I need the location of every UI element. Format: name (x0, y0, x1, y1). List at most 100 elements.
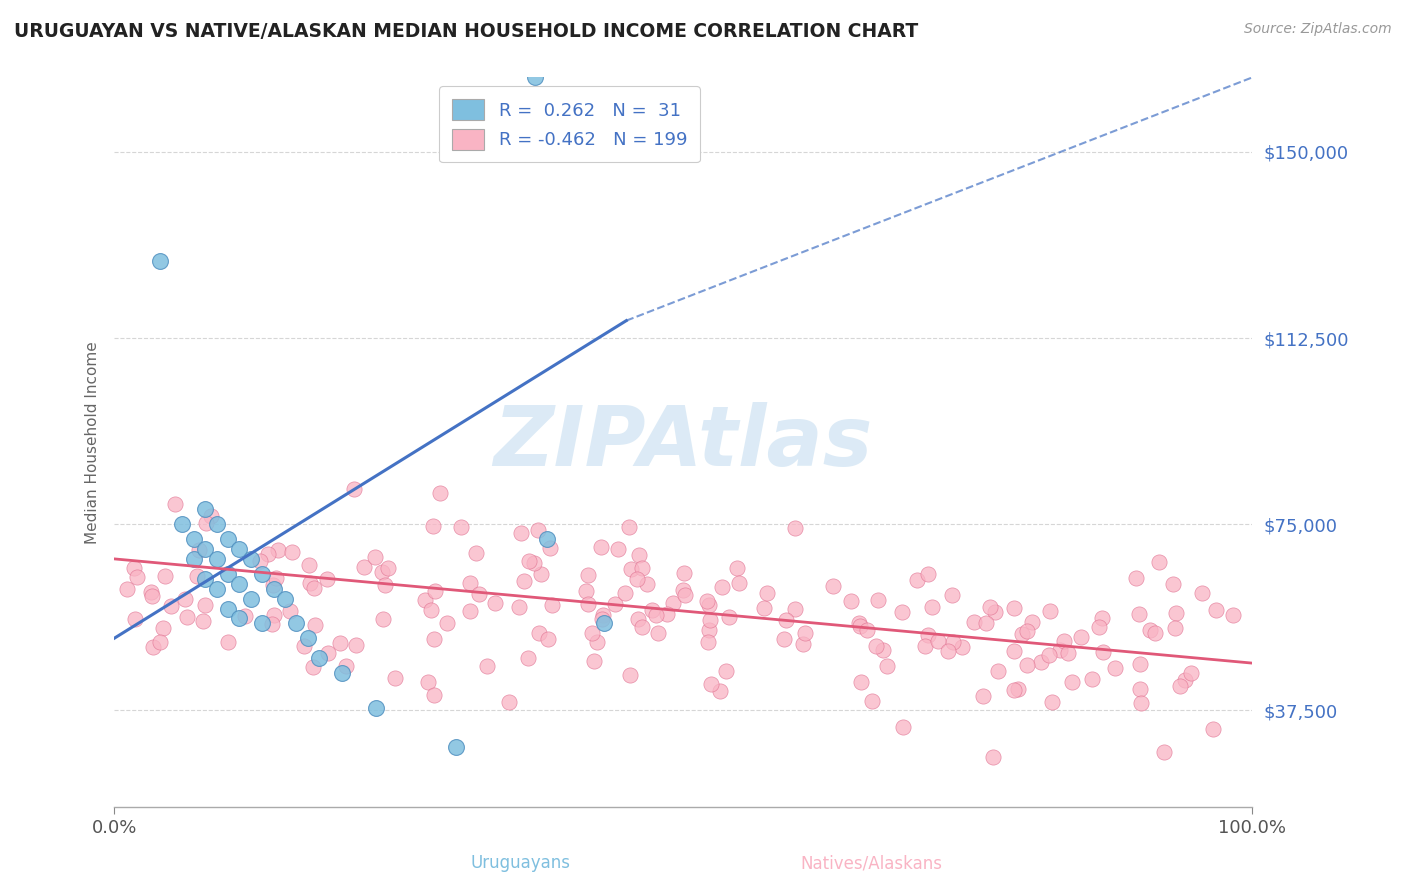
Point (754, 601, 776, 615)
Point (1080, 672, 1102, 686)
Point (477, 659, 499, 673)
Point (330, 666, 353, 681)
Point (194, 516, 217, 531)
Point (263, 582, 285, 596)
Point (464, 546, 486, 560)
Point (891, 720, 914, 734)
Point (1222, 608, 1244, 623)
Point (173, 591, 195, 606)
Point (228, 611, 250, 625)
Point (302, 581, 325, 595)
Point (849, 619, 872, 633)
Point (631, 620, 654, 634)
Point (927, 634, 949, 648)
Point (124, 612, 146, 626)
Point (384, 671, 406, 685)
Point (647, 626, 669, 640)
Point (484, 595, 506, 609)
Point (530, 567, 553, 582)
Point (263, 608, 285, 623)
Point (1205, 603, 1227, 617)
Point (626, 612, 648, 626)
Point (508, 600, 530, 615)
Point (233, 608, 256, 623)
Point (696, 594, 718, 608)
Point (849, 675, 872, 690)
Point (865, 639, 887, 653)
Point (972, 689, 994, 703)
Point (1053, 634, 1076, 648)
Point (697, 634, 720, 648)
Point (575, 583, 598, 598)
Point (785, 601, 807, 615)
Point (775, 613, 797, 627)
Point (344, 638, 367, 652)
Point (619, 668, 641, 682)
Point (905, 574, 928, 588)
Text: Source: ZipAtlas.com: Source: ZipAtlas.com (1244, 22, 1392, 37)
Point (614, 586, 637, 600)
Point (176, 610, 198, 624)
Point (823, 579, 845, 593)
Point (1202, 723, 1225, 737)
Point (1153, 745, 1175, 759)
Point (603, 597, 626, 611)
Point (264, 571, 287, 585)
Point (538, 541, 561, 555)
Point (298, 558, 321, 573)
Point (662, 596, 685, 610)
Point (641, 603, 664, 617)
Point (914, 639, 936, 653)
Legend: R =  0.262   N =  31, R = -0.462   N = 199: R = 0.262 N = 31, R = -0.462 N = 199 (439, 87, 700, 162)
Point (1191, 586, 1213, 600)
Y-axis label: Median Household Income: Median Household Income (86, 341, 100, 543)
Point (450, 520, 472, 534)
Point (183, 532, 205, 546)
Point (278, 604, 301, 618)
Point (1104, 661, 1126, 675)
Point (148, 634, 170, 648)
Point (1128, 607, 1150, 621)
Point (315, 572, 337, 586)
Point (860, 694, 883, 708)
Point (1139, 624, 1161, 638)
Point (1007, 681, 1029, 696)
Text: Uruguayans: Uruguayans (470, 855, 571, 872)
Point (620, 562, 643, 576)
Point (921, 600, 943, 615)
Point (792, 637, 814, 651)
Point (228, 541, 250, 556)
Point (239, 591, 262, 606)
Point (536, 532, 558, 546)
Point (1002, 644, 1025, 658)
Point (205, 582, 228, 596)
Point (141, 589, 163, 603)
Point (194, 502, 217, 516)
Point (217, 566, 239, 581)
Point (697, 598, 720, 612)
Point (260, 617, 283, 632)
Point (458, 576, 481, 591)
Point (297, 632, 319, 646)
Point (725, 561, 748, 575)
Point (127, 570, 149, 584)
Point (274, 591, 297, 606)
Point (516, 651, 538, 665)
Point (1031, 656, 1053, 670)
Point (983, 750, 1005, 764)
Point (699, 613, 721, 627)
Point (239, 552, 262, 566)
Point (217, 635, 239, 649)
Point (936, 644, 959, 658)
Point (1015, 624, 1038, 639)
Point (364, 549, 387, 564)
Point (1130, 696, 1153, 710)
Point (917, 628, 939, 642)
Point (1161, 577, 1184, 591)
Point (418, 674, 440, 689)
Point (335, 658, 357, 673)
Point (626, 572, 648, 586)
Point (217, 601, 239, 615)
Point (848, 616, 870, 631)
Point (541, 599, 564, 613)
